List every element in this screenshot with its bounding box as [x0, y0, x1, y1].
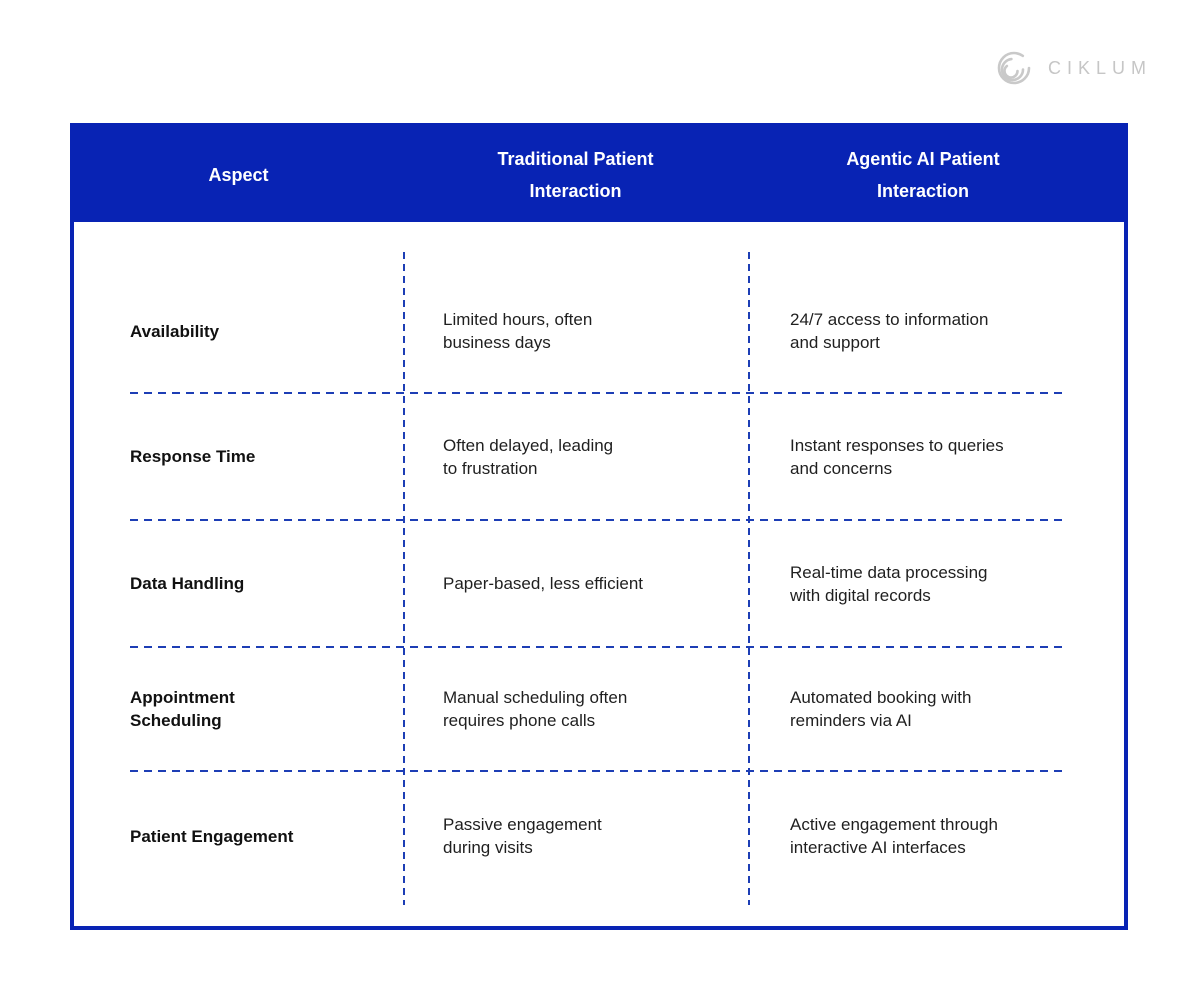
row-divider-dashed	[130, 519, 1065, 521]
aspect-label: Patient Engagement	[130, 826, 294, 846]
agentic-cell: Real-time data processing with digital r…	[790, 562, 988, 605]
table-row: Availability Limited hours, often busine…	[74, 222, 1124, 392]
traditional-cell: Paper-based, less efficient	[443, 574, 644, 593]
traditional-cell: Manual scheduling often requires phone c…	[443, 688, 628, 730]
table-row: Patient Engagement Passive engagement du…	[74, 772, 1124, 926]
table-row: Data Handling Paper-based, less efficien…	[74, 521, 1124, 646]
row-divider-dashed	[130, 392, 1065, 394]
column-header-aspect: Aspect	[208, 164, 269, 185]
aspect-label: Appointment Scheduling	[130, 688, 235, 730]
column-divider-dashed	[403, 252, 405, 905]
traditional-cell: Limited hours, often business days	[443, 310, 593, 352]
brand-name: CIKLUM	[1047, 58, 1152, 78]
column-header-traditional: Traditional Patient Interaction	[497, 148, 654, 201]
agentic-cell: Active engagement through interactive AI…	[790, 815, 998, 857]
table-row: Appointment Scheduling Manual scheduling…	[74, 648, 1124, 770]
row-divider-dashed	[130, 770, 1065, 772]
aspect-label: Availability	[130, 321, 220, 341]
agentic-cell: Automated booking with reminders via AI	[790, 688, 972, 730]
table-body: Availability Limited hours, often busine…	[74, 222, 1124, 926]
column-divider-dashed	[748, 252, 750, 905]
agentic-cell: 24/7 access to information and support	[790, 310, 989, 352]
aspect-label: Data Handling	[130, 574, 245, 593]
agentic-cell: Instant responses to queries and concern…	[790, 435, 1004, 478]
ciklum-logo-icon	[997, 51, 1031, 85]
column-header-agentic: Agentic AI Patient Interaction	[846, 148, 1000, 201]
table-row: Response Time Often delayed, leading to …	[74, 394, 1124, 519]
comparison-table: Aspect Traditional Patient Interaction A…	[70, 123, 1128, 930]
aspect-label: Response Time	[130, 447, 256, 466]
traditional-cell: Often delayed, leading to frustration	[443, 435, 614, 478]
traditional-cell: Passive engagement during visits	[443, 815, 602, 857]
brand-logo: CIKLUM	[996, 46, 1152, 90]
row-divider-dashed	[130, 646, 1065, 648]
table-header-row: Aspect Traditional Patient Interaction A…	[74, 127, 1124, 222]
